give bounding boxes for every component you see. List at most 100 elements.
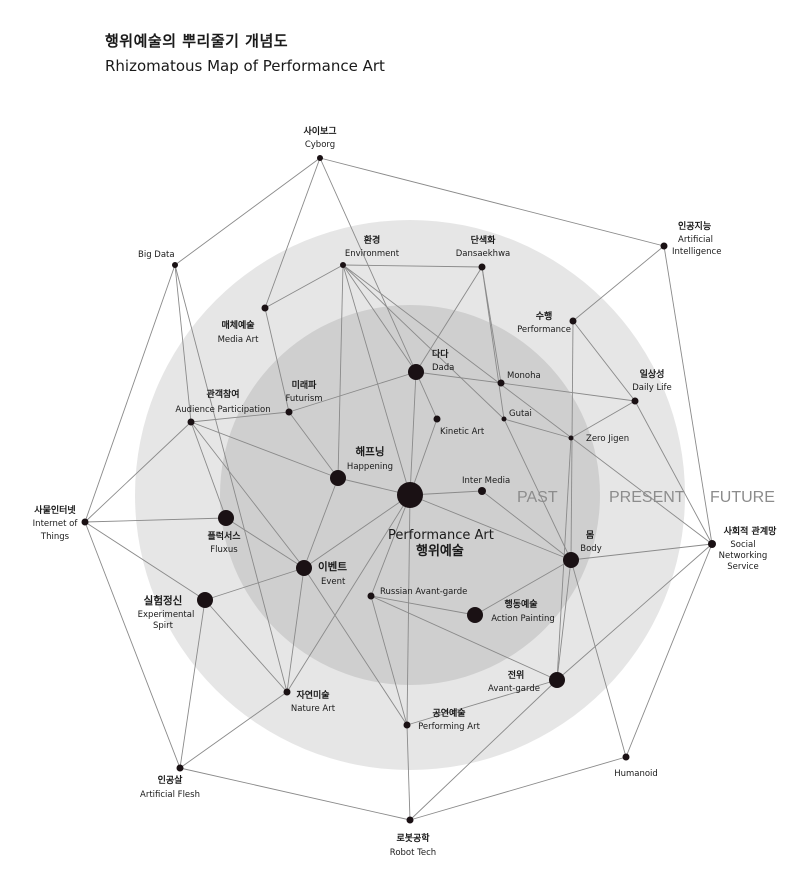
edge-audience-happening: [190, 421, 339, 479]
edge-cyborg-mediaart: [264, 157, 321, 309]
label-happening-en: Happening: [347, 462, 393, 472]
label-happening-ko: 해프닝: [356, 445, 385, 458]
node-dansaekhwa: [478, 263, 486, 271]
edge-russian-avantgarde: [370, 595, 558, 681]
node-dailylife: [631, 397, 639, 405]
node-action: [467, 607, 483, 623]
node-sns: [708, 540, 716, 548]
label-fluxus-ko: 플럭서스: [207, 530, 241, 542]
edge-audience-fluxus: [190, 421, 227, 519]
edge-dansaekhwa-dada: [415, 266, 483, 373]
edge-sns-humanoid: [625, 543, 713, 758]
edge-ai-sns: [663, 245, 713, 545]
label-humanoid-en: Humanoid: [614, 769, 658, 779]
edge-bigdata-cyborg: [174, 157, 321, 266]
edge-environment-dada: [342, 264, 417, 373]
edge-environment-dansaekhwa: [342, 264, 483, 268]
edge-center-body: [409, 494, 572, 561]
node-russian: [367, 592, 375, 600]
label-iot-ko: 사물인터넷: [34, 504, 76, 516]
label-mediaart-en: Media Art: [218, 335, 260, 345]
edge-center-kinetic: [409, 418, 438, 496]
node-ai: [660, 242, 668, 250]
edge-audience-event: [190, 421, 305, 569]
edge-dada-futurism: [288, 371, 417, 413]
edge-dailylife-sns: [634, 400, 713, 545]
node-performing: [403, 721, 411, 729]
label-kinetic-en: Kinetic Art: [440, 427, 485, 437]
node-nature: [283, 688, 291, 696]
node-humanoid: [622, 753, 630, 761]
label-bigdata-en: Big Data: [138, 250, 175, 260]
label-avantgarde-en: Avant-garde: [488, 684, 540, 694]
edge-environment-mediaart: [264, 264, 344, 309]
edge-happening-event: [303, 477, 339, 569]
node-body: [563, 552, 579, 568]
label-audience-en: Audience Participation: [175, 405, 270, 415]
label-flesh-ko: 인공살: [158, 774, 184, 786]
node-event: [296, 560, 312, 576]
label-dansaekhwa-ko: 단색화: [471, 234, 497, 246]
label-performing-ko: 공연예술: [432, 707, 465, 719]
label-fluxus-en: Fluxus: [210, 545, 238, 555]
label-cyborg-en: Cyborg: [305, 140, 335, 150]
label-robot-ko: 로봇공학: [396, 832, 430, 844]
label-performance-ko: 수행: [536, 310, 553, 322]
label-monoha-en: Monoha: [507, 371, 541, 381]
label-performing-en: Performing Art: [418, 722, 481, 732]
edge-monoha-dailylife: [500, 382, 636, 402]
title-english: Rhizomatous Map of Performance Art: [105, 57, 385, 75]
edge-gutai-zerojigen: [503, 418, 572, 439]
node-zerojigen: [568, 435, 574, 441]
node-mediaart: [261, 304, 269, 312]
edge-avantgarde-performing: [406, 679, 558, 726]
edge-flesh-iot: [84, 521, 181, 769]
title-korean: 행위예술의 뿌리줄기 개념도: [105, 32, 289, 50]
node-cyborg: [317, 155, 323, 161]
node-fluxus: [218, 510, 234, 526]
edge-body-avantgarde: [556, 559, 572, 681]
edge-dansaekhwa-gutai: [481, 266, 505, 420]
edge-event-experimental: [204, 567, 305, 601]
label-futurism-en: Futurism: [285, 394, 322, 404]
edge-environment-happening: [337, 264, 344, 479]
era-label-past: PAST: [517, 489, 558, 506]
era-label-present: PRESENT: [609, 489, 685, 506]
edge-center-performing: [406, 494, 411, 726]
edge-fluxus-event: [225, 517, 305, 569]
label-dailylife-en: Daily Life: [632, 383, 672, 393]
edge-action-body: [474, 559, 572, 616]
edge-russian-action: [370, 595, 476, 616]
edge-body-sns: [570, 543, 713, 561]
node-environment: [340, 262, 346, 268]
edge-audience-iot: [84, 421, 192, 523]
edge-avantgarde-robot: [409, 679, 558, 821]
label-performance-en: Performance: [517, 325, 571, 335]
edge-center-russian: [370, 494, 411, 597]
label-experimental-ko: 실험정신: [144, 594, 183, 607]
label-sns-en2: Networking: [719, 551, 768, 561]
edge-bigdata-audience: [174, 264, 192, 423]
edge-russian-performing: [370, 595, 408, 726]
edge-robot-flesh: [179, 767, 411, 821]
edge-environment-center: [342, 264, 411, 496]
label-event-en: Event: [321, 577, 346, 587]
label-dada-ko: 다다: [432, 348, 449, 360]
center-label-ko: 행위예술: [416, 543, 464, 559]
node-experimental: [197, 592, 213, 608]
edge-dada-monoha: [415, 371, 502, 384]
label-russian-en: Russian Avant-garde: [380, 587, 467, 597]
node-flesh: [176, 764, 184, 772]
connection-lines: [84, 157, 713, 821]
label-cyborg-ko: 사이보그: [303, 125, 336, 137]
label-dailylife-ko: 일상성: [640, 368, 665, 380]
edge-intermedia-body: [481, 490, 572, 561]
edge-performance-dailylife: [572, 320, 636, 402]
label-gutai-en: Gutai: [509, 409, 532, 419]
label-experimental-en2: Spirt: [153, 621, 174, 631]
node-futurism: [285, 408, 293, 416]
node-gutai: [501, 416, 507, 422]
node-audience: [187, 418, 195, 426]
label-robot-en: Robot Tech: [390, 848, 436, 858]
node-iot: [81, 518, 89, 526]
